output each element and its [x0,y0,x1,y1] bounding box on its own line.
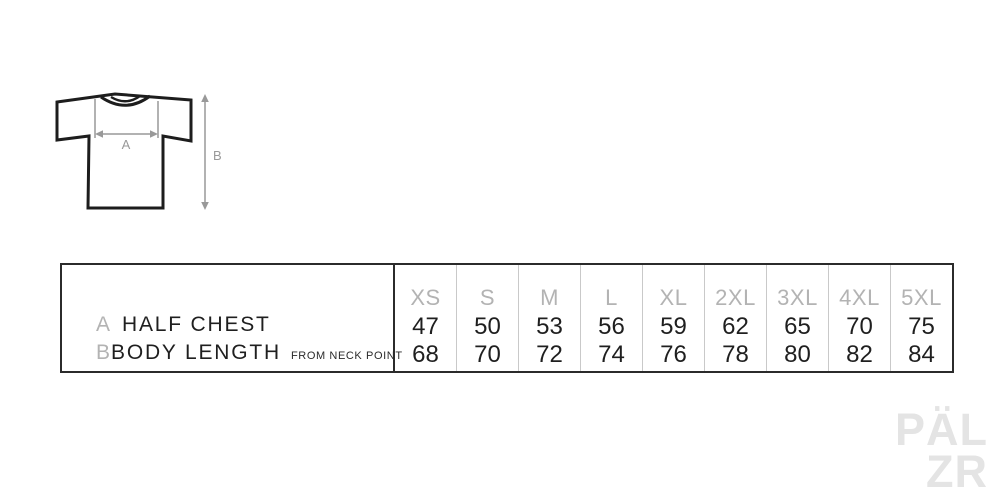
size-header: 5XL [901,285,942,310]
collar-inner-arc [110,95,141,103]
size-header: 2XL [715,285,756,310]
measure-b-label: B [213,148,222,163]
size-column-3xl: 3XL 65 80 [766,265,828,371]
size-column-2xl: 2XL 62 78 [704,265,766,371]
size-column-4xl: 4XL 70 82 [828,265,890,371]
measure-a-arrowhead-left [95,130,103,138]
size-column-xs: XS 47 68 [393,265,456,371]
body-length-value: 78 [722,341,749,368]
size-column-xl: XL 59 76 [642,265,704,371]
body-length-value: 68 [412,341,439,368]
half-chest-value: 70 [846,313,873,340]
half-chest-value: 59 [660,313,687,340]
body-length-value: 74 [598,341,625,368]
row-key-b: B [96,341,112,364]
tshirt-measurement-diagram: A B [55,92,222,210]
body-length-value: 82 [846,341,873,368]
half-chest-value: 53 [536,313,563,340]
half-chest-value: 75 [908,313,935,340]
row-label-half-chest: A HALF CHEST [62,311,393,339]
half-chest-value: 50 [474,313,501,340]
half-chest-value: 62 [722,313,749,340]
body-length-value: 80 [784,341,811,368]
size-column-s: S 50 70 [456,265,518,371]
half-chest-value: 56 [598,313,625,340]
size-column-l: L 56 74 [580,265,642,371]
body-length-value: 84 [908,341,935,368]
label-header-spacer [62,265,393,311]
brand-logo-line1: PÄL [895,403,988,455]
collar-outer-arc [100,94,151,107]
size-header: 3XL [777,285,818,310]
half-chest-label: HALF CHEST [122,313,271,336]
body-length-label: BODY LENGTH [111,341,281,364]
size-chart-table: A HALF CHEST B BODY LENGTH FROM NECK POI… [60,263,954,373]
brand-logo: PÄL ZR [895,403,988,498]
measure-b-arrowhead-top [201,94,209,102]
row-label-body-length: B BODY LENGTH FROM NECK POINT [62,339,402,367]
measure-b-arrowhead-bottom [201,202,209,210]
size-header: XS [410,285,441,310]
body-length-value: 76 [660,341,687,368]
size-column-5xl: 5XL 75 84 [890,265,952,371]
size-header: L [605,285,618,310]
measure-a-arrowhead-right [150,130,158,138]
size-header: XL [659,285,688,310]
size-header: S [479,285,496,310]
size-column-m: M 53 72 [518,265,580,371]
body-length-note: FROM NECK POINT [290,350,403,362]
half-chest-value: 65 [784,313,811,340]
body-length-value: 70 [474,341,501,368]
body-length-value: 72 [536,341,563,368]
size-header: 4XL [839,285,880,310]
brand-logo-line2: ZR [926,446,988,498]
row-key-a: A [96,313,112,336]
measurement-labels-column: A HALF CHEST B BODY LENGTH FROM NECK POI… [62,265,402,371]
half-chest-value: 47 [412,313,439,340]
measure-a-label: A [122,137,131,152]
size-header: M [540,285,559,310]
